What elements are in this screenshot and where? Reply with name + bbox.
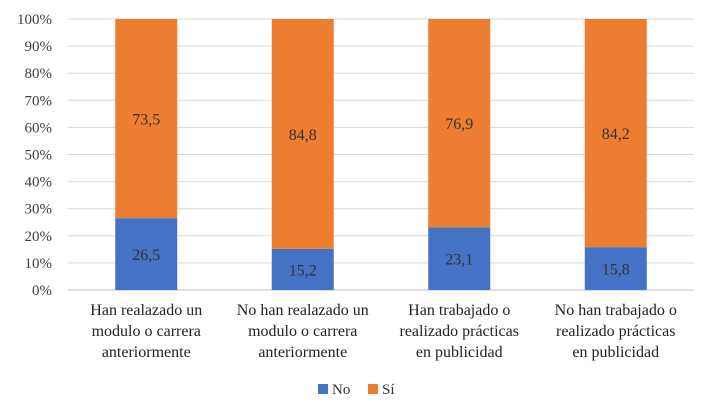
- y-tick-label: 30%: [25, 202, 53, 218]
- y-tick-label: 80%: [25, 66, 53, 82]
- data-label: 26,5: [132, 247, 160, 264]
- data-label: 73,5: [132, 112, 160, 129]
- y-tick-label: 90%: [25, 39, 53, 55]
- y-tick-label: 70%: [25, 93, 53, 109]
- category-label: Han realazado un: [90, 302, 202, 319]
- data-label: 84,8: [289, 127, 317, 144]
- y-tick-label: 60%: [25, 120, 53, 136]
- bar-s-2: [271, 19, 334, 249]
- y-tick-label: 10%: [25, 256, 53, 272]
- data-label: 15,2: [289, 262, 317, 279]
- bar-no-4: [584, 247, 647, 290]
- category-label: No han trabajado o: [555, 302, 677, 319]
- bar-s-1: [115, 19, 178, 219]
- legend: No Sí: [318, 382, 395, 398]
- category-label: modulo o carrera: [248, 323, 357, 340]
- data-label: 23,1: [445, 252, 473, 269]
- category-label: anteriormente: [102, 344, 191, 361]
- data-label: 84,2: [602, 126, 630, 143]
- bar-s-3: [428, 19, 491, 228]
- bar-s-4: [584, 19, 647, 248]
- x-axis: Han realazado un modulo o carrera anterior…: [90, 302, 677, 361]
- y-tick-label: 0%: [32, 283, 52, 299]
- legend-swatch: [368, 384, 378, 394]
- category-label: Han trabajado o: [408, 302, 510, 319]
- category-label: No han realazado un: [237, 302, 369, 319]
- category-label: realizado prácticas: [556, 323, 675, 340]
- bar-no-2: [271, 248, 334, 290]
- category-label: realizado prácticas: [400, 323, 519, 340]
- bar-no-3: [428, 227, 491, 290]
- y-tick-label: 20%: [25, 229, 53, 245]
- category-label: en publicidad: [416, 344, 503, 361]
- y-tick-label: 50%: [25, 148, 53, 164]
- legend-label: Sí: [382, 382, 395, 398]
- y-tick-label: 100%: [17, 12, 52, 28]
- bars: 26,5 73,5 15,2 84,8 23,1 76,9 15,8 84,2: [115, 19, 647, 290]
- legend-swatch: [318, 384, 328, 394]
- data-label: 76,9: [445, 116, 473, 133]
- y-tick-label: 40%: [25, 175, 53, 191]
- bar-no-1: [115, 218, 178, 290]
- category-label: anteriormente: [258, 344, 347, 361]
- legend-label: No: [332, 382, 350, 398]
- y-axis: 0% 10% 20% 30% 40% 50% 60% 70% 80% 90% 100%: [17, 12, 52, 299]
- category-label: en publicidad: [572, 344, 659, 361]
- category-label: modulo o carrera: [92, 323, 201, 340]
- data-label: 15,8: [602, 262, 630, 279]
